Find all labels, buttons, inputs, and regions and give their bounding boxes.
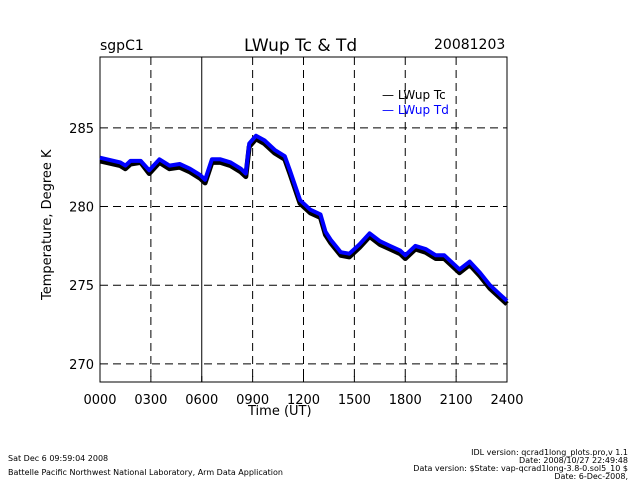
y-tick-label: 275 <box>69 279 94 294</box>
x-tick-label: 2400 <box>490 393 523 408</box>
footer-data-date: Date: 6-Dec-2008, <box>554 472 628 481</box>
footer-org: Battelle Pacific Northwest National Labo… <box>8 468 283 477</box>
y-tick-label: 270 <box>69 358 94 373</box>
x-tick-label: 0900 <box>236 393 269 408</box>
legend-td: — LWup Td <box>382 103 449 117</box>
y-tick-label: 280 <box>69 201 94 216</box>
footer-idl-date: Date: 2008/10/27 22:49:48 <box>519 456 628 465</box>
x-tick-label: 0600 <box>185 393 218 408</box>
y-axis-label: Temperature, Degree K <box>40 149 55 300</box>
series-line-td <box>99 133 509 303</box>
x-tick-label: 1500 <box>338 393 371 408</box>
x-tick-label: 0300 <box>134 393 167 408</box>
legend-tc-label: LWup Tc <box>397 88 446 102</box>
y-tick-label: 285 <box>69 122 94 137</box>
series-line-tc <box>99 136 509 306</box>
x-axis-label: Time (UT) <box>248 404 312 419</box>
legend-td-label: LWup Td <box>397 103 449 117</box>
date-label: 20081203 <box>434 37 506 53</box>
footer-timestamp: Sat Dec 6 09:59:04 2008 <box>8 454 109 463</box>
chart-title: LWup Tc & Td <box>244 36 358 56</box>
x-tick-label: 2100 <box>440 393 473 408</box>
x-tick-label: 1200 <box>287 393 320 408</box>
footer-idl-version: IDL version: qcrad1long_plots.pro,v 1.1 <box>471 448 628 457</box>
x-tick-label: 1800 <box>389 393 422 408</box>
site-label: sgpC1 <box>100 38 144 54</box>
x-tick-label: 0000 <box>83 393 116 408</box>
footer-data-version: Data version: $State: vap-qcrad1long-3.8… <box>413 464 628 473</box>
legend-tc: — LWup Tc <box>382 88 446 102</box>
